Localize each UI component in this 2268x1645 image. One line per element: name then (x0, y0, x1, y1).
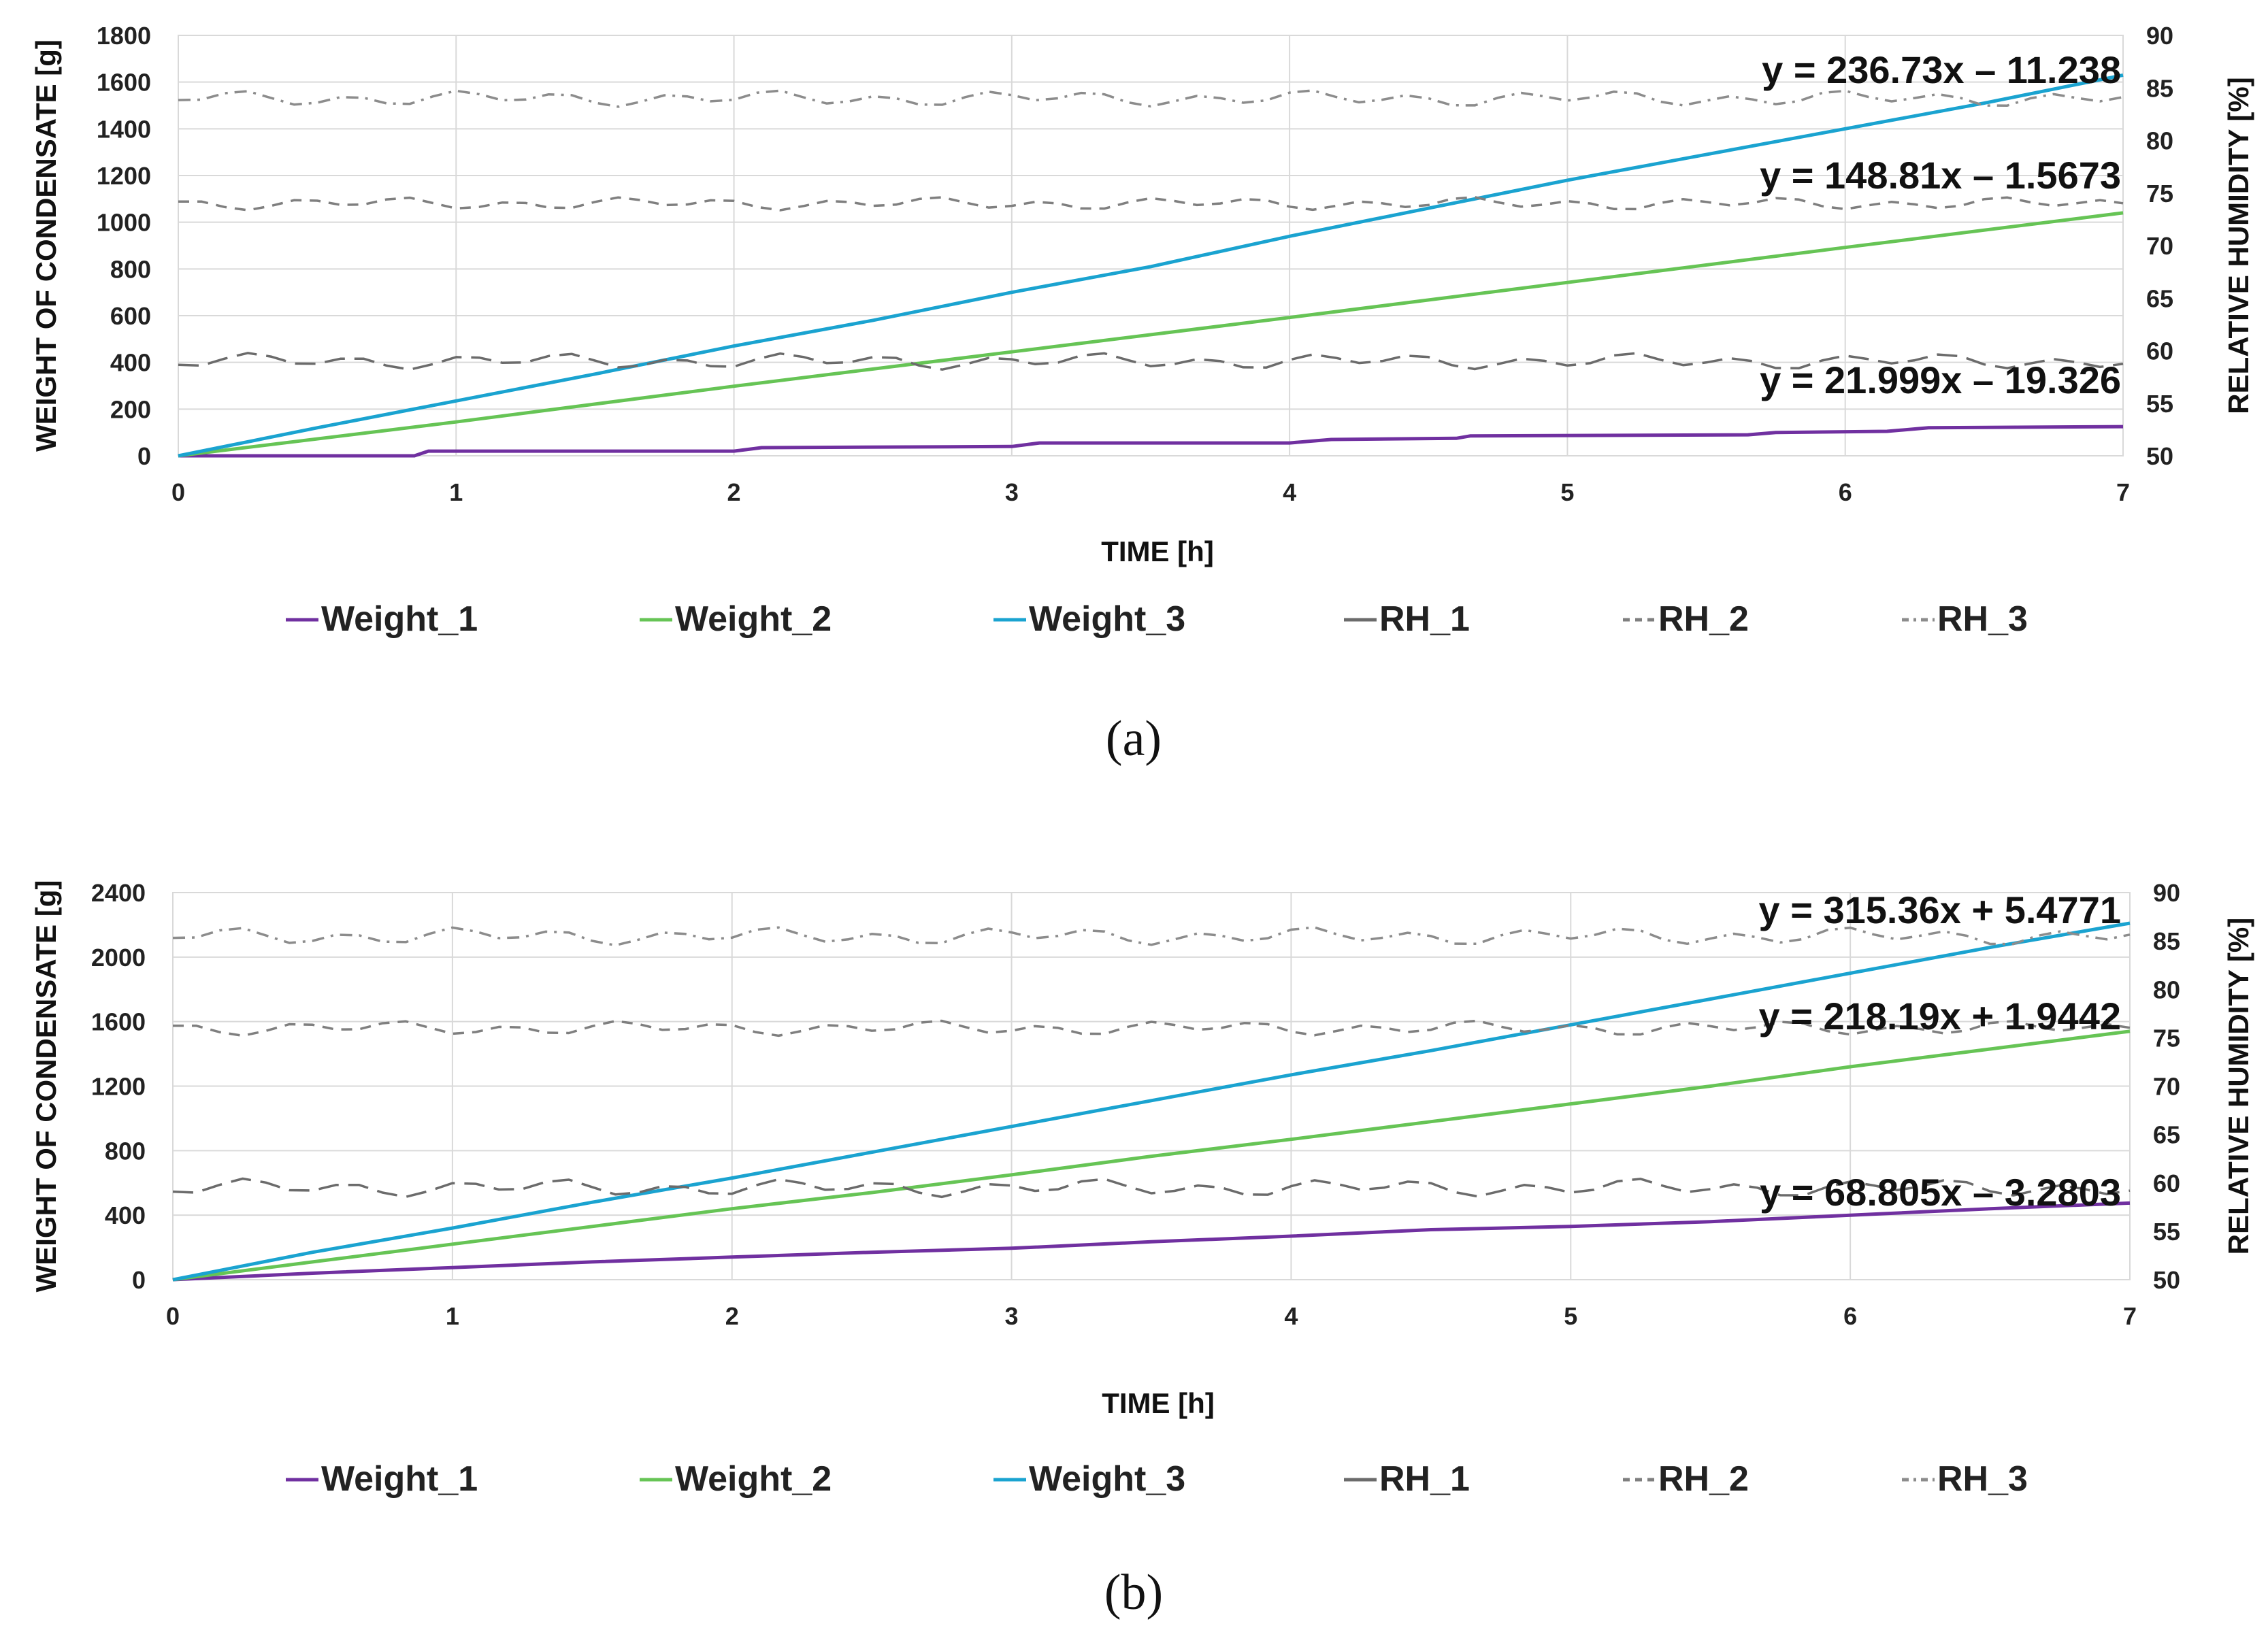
x-tick-label: 1 (449, 478, 463, 506)
y-tick-label: 800 (110, 255, 151, 283)
y2-tick-label: 85 (2146, 74, 2173, 102)
y2-tick-label: 90 (2146, 22, 2173, 50)
series-line-rh-3 (172, 926, 2131, 947)
y-tick-label: 400 (105, 1201, 146, 1229)
x-tick-label: 3 (1005, 1302, 1019, 1330)
y-tick-label: 1400 (97, 115, 151, 143)
series-line-weight-2 (172, 1029, 2131, 1282)
x-tick-label: 4 (1283, 478, 1296, 506)
legend-label: Weight_1 (321, 599, 478, 639)
series-line-rh-1 (172, 1177, 2131, 1199)
series-line-rh-2 (178, 196, 2124, 212)
y2-tick-label: 65 (2146, 284, 2173, 312)
legend: Weight_1 Weight_2 Weight_3 RH_1 RH_2 RH_3 (286, 599, 2028, 639)
series-line-weight-1 (172, 1201, 2131, 1282)
y-tick-label: 1200 (91, 1073, 146, 1101)
legend-label: Weight_3 (1029, 1459, 1185, 1499)
series-line-rh-3 (178, 89, 2124, 108)
x-tick-label: 7 (2116, 478, 2130, 506)
x-tick-label: 5 (1564, 1302, 1577, 1330)
y-tick-label: 2000 (91, 944, 146, 971)
trendline-equation: y = 236.73x – 11.238 (1762, 48, 2121, 91)
trendline-equation: y = 68.805x – 3.2803 (1760, 1171, 2121, 1214)
y2-tick-label: 70 (2146, 232, 2173, 260)
x-tick-label: 1 (446, 1302, 459, 1330)
series-line-weight-1 (178, 425, 2124, 458)
panel-label: (b) (1104, 1565, 1163, 1621)
legend-label: Weight_3 (1029, 599, 1185, 639)
x-tick-label: 6 (1839, 478, 1852, 506)
legend-label: RH_1 (1379, 1459, 1470, 1499)
y2-tick-label: 80 (2153, 976, 2180, 1003)
x-tick-label: 0 (171, 478, 185, 506)
y2-axis-title: RELATIVE HUMIDITY [%] (2222, 918, 2254, 1254)
x-tick-label: 4 (1284, 1302, 1298, 1330)
y2-axis-title: RELATIVE HUMIDITY [%] (2222, 77, 2254, 414)
series-line-weight-2 (178, 211, 2124, 458)
plot-frame (178, 35, 2124, 456)
y-axis-title: WEIGHT OF CONDENSATE [g] (30, 880, 62, 1293)
y2-tick-label: 65 (2153, 1121, 2180, 1149)
y2-tick-label: 50 (2153, 1266, 2180, 1294)
y-tick-label: 200 (110, 395, 151, 423)
panel-label: (a) (1106, 711, 1162, 767)
trendline-equation: y = 218.19x + 1.9442 (1759, 995, 2122, 1037)
legend-label: RH_3 (1937, 1459, 2028, 1499)
y2-tick-label: 55 (2153, 1218, 2180, 1246)
legend-label: Weight_1 (321, 1459, 478, 1499)
x-tick-label: 6 (1843, 1302, 1857, 1330)
y-tick-label: 0 (137, 442, 151, 470)
y-tick-label: 1000 (97, 209, 151, 237)
y-tick-label: 800 (105, 1137, 146, 1165)
y-tick-label: 0 (132, 1266, 146, 1294)
y-axis-title: WEIGHT OF CONDENSATE [g] (30, 39, 62, 452)
legend: Weight_1 Weight_2 Weight_3 RH_1 RH_2 RH_3 (286, 1459, 2028, 1499)
legend-label: RH_2 (1658, 599, 1749, 639)
x-tick-label: 5 (1560, 478, 1574, 506)
x-tick-label: 7 (2123, 1302, 2137, 1330)
y-tick-label: 400 (110, 349, 151, 377)
legend-label: RH_2 (1658, 1459, 1749, 1499)
y2-tick-label: 90 (2153, 879, 2180, 907)
legend-label: Weight_2 (675, 599, 832, 639)
y2-tick-label: 80 (2146, 127, 2173, 155)
x-tick-label: 2 (725, 1302, 739, 1330)
series-line-rh-2 (172, 1019, 2131, 1037)
series-line-weight-3 (172, 921, 2131, 1282)
legend-label: RH_3 (1937, 599, 2028, 639)
trendline-equation: y = 315.36x + 5.4771 (1759, 888, 2122, 931)
plot-frame (172, 892, 2131, 1280)
x-tick-label: 0 (166, 1302, 180, 1330)
series-line-rh-1 (178, 352, 2124, 371)
y2-tick-label: 55 (2146, 390, 2173, 418)
y2-tick-label: 75 (2153, 1024, 2180, 1052)
chart-panel-a: 0 1 2 3 4 5 6 702004006008001000120014001600180… (30, 22, 2254, 767)
trendline-equation: y = 148.81x – 1.5673 (1760, 154, 2121, 197)
y-tick-label: 1800 (97, 22, 151, 50)
x-tick-label: 3 (1005, 478, 1019, 506)
y2-tick-label: 75 (2146, 180, 2173, 207)
y-tick-label: 1200 (97, 162, 151, 190)
x-axis-title: TIME [h] (1102, 1387, 1215, 1419)
legend-label: RH_1 (1379, 599, 1470, 639)
y-tick-label: 1600 (97, 69, 151, 97)
y2-tick-label: 50 (2146, 442, 2173, 470)
y2-tick-label: 60 (2153, 1169, 2180, 1197)
y-tick-label: 600 (110, 302, 151, 330)
legend-label: Weight_2 (675, 1459, 832, 1499)
y2-tick-label: 70 (2153, 1073, 2180, 1101)
y2-tick-label: 85 (2153, 927, 2180, 955)
chart-panel-b: 0 1 2 3 4 5 6 704008001200160020002400505560657… (30, 879, 2254, 1621)
y-tick-label: 1600 (91, 1008, 146, 1036)
series-line-weight-3 (178, 73, 2124, 458)
y2-tick-label: 60 (2146, 337, 2173, 365)
y-tick-label: 2400 (91, 879, 146, 907)
x-axis-title: TIME [h] (1101, 535, 1214, 567)
x-tick-label: 2 (727, 478, 741, 506)
trendline-equation: y = 21.999x – 19.326 (1760, 359, 2121, 401)
